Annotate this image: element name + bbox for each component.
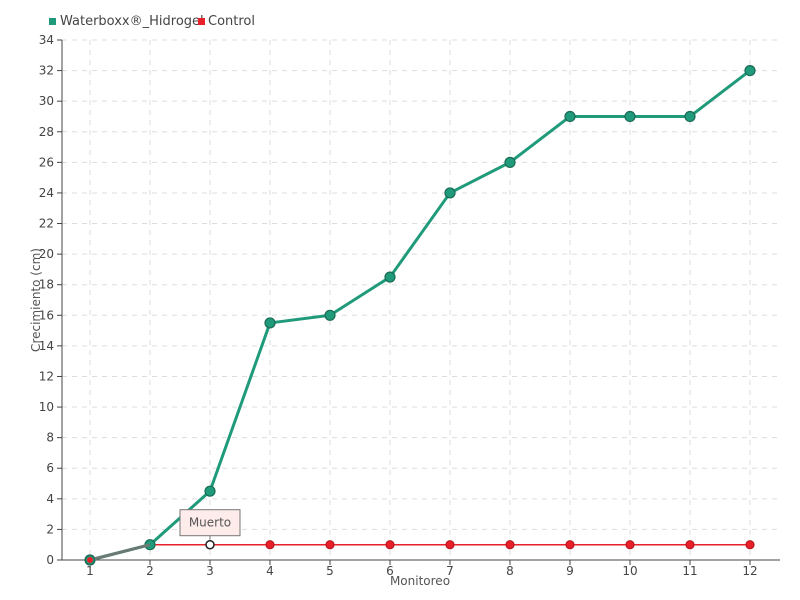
y-axis-title: Crecimiento (cm): [29, 248, 43, 352]
x-tick-label: 11: [682, 564, 697, 578]
y-tick-label: 32: [39, 64, 54, 78]
y-tick-label: 0: [46, 553, 54, 567]
series-line: [89, 543, 750, 561]
data-point: [744, 64, 756, 77]
series-waterboxx: [84, 64, 756, 566]
legend-label-waterboxx: Waterboxx®_Hidrogel: [60, 14, 204, 29]
data-point: [444, 187, 456, 199]
y-tick-label: 10: [39, 400, 54, 414]
data-point: [745, 540, 755, 550]
y-tick-label: 16: [39, 308, 54, 322]
data-point: [564, 110, 576, 123]
y-tick-label: 12: [39, 369, 54, 383]
x-tick-label: 3: [206, 564, 214, 578]
data-point: [624, 110, 636, 123]
legend-label-control: Control: [208, 14, 255, 29]
x-tick-label: 4: [266, 564, 274, 578]
y-tick-label: 6: [46, 461, 54, 475]
data-point: [625, 540, 635, 550]
y-tick-label: 4: [46, 492, 54, 506]
legend: Waterboxx®_Hidrogel Control: [49, 14, 255, 29]
y-tick-label: 34: [39, 33, 54, 47]
data-point: [505, 540, 515, 550]
y-tick-label: 22: [39, 217, 54, 231]
grid: [62, 39, 780, 560]
data-point: [684, 110, 696, 123]
data-point: [445, 540, 455, 550]
y-tick-label: 2: [46, 522, 54, 536]
x-tick-label: 1: [86, 564, 94, 578]
axes: [61, 40, 780, 561]
data-point: [265, 540, 275, 550]
x-tick-label: 12: [742, 564, 757, 578]
data-point: [504, 156, 516, 168]
series-control: [85, 540, 755, 565]
x-tick-label: 5: [326, 564, 334, 578]
x-tick-label: 10: [622, 564, 637, 578]
y-tick-label: 18: [39, 278, 54, 292]
annotations: Muerto: [179, 509, 241, 550]
data-point: [685, 540, 695, 550]
x-tick-label: 7: [446, 564, 454, 578]
series-segment-initial: [89, 543, 151, 562]
x-tick-label: 2: [146, 564, 154, 578]
annotation-label: Muerto: [189, 516, 231, 530]
x-tick-label: 8: [506, 564, 514, 578]
data-point: [565, 540, 575, 550]
series: [84, 64, 756, 566]
data-point: [384, 271, 396, 283]
data-point: [204, 485, 216, 497]
y-tick-label: 8: [46, 431, 54, 445]
annotation-box: [179, 509, 241, 537]
x-tick-labels: 1 2 3 4 5 6 7 8 9 10 11 12: [86, 560, 758, 578]
y-tick-label: 28: [39, 125, 54, 139]
y-tick-label: 30: [39, 94, 54, 108]
data-point: [324, 309, 336, 321]
data-point: [385, 540, 395, 550]
y-tick-label: 20: [39, 247, 54, 261]
data-point: [325, 540, 335, 550]
legend-swatch-control: [198, 18, 205, 25]
y-tick-label: 14: [39, 339, 54, 353]
x-tick-label: 6: [386, 564, 394, 578]
x-tick-label: 9: [566, 564, 574, 578]
legend-swatch-waterboxx: [49, 18, 56, 25]
y-tick-label: 26: [39, 155, 54, 169]
annotation-marker: [205, 539, 215, 550]
data-point: [264, 317, 276, 329]
data-point: [87, 557, 93, 563]
series-line: [89, 69, 751, 562]
y-tick-label: 24: [39, 186, 54, 200]
x-axis-title: Monitoreo: [390, 574, 450, 588]
